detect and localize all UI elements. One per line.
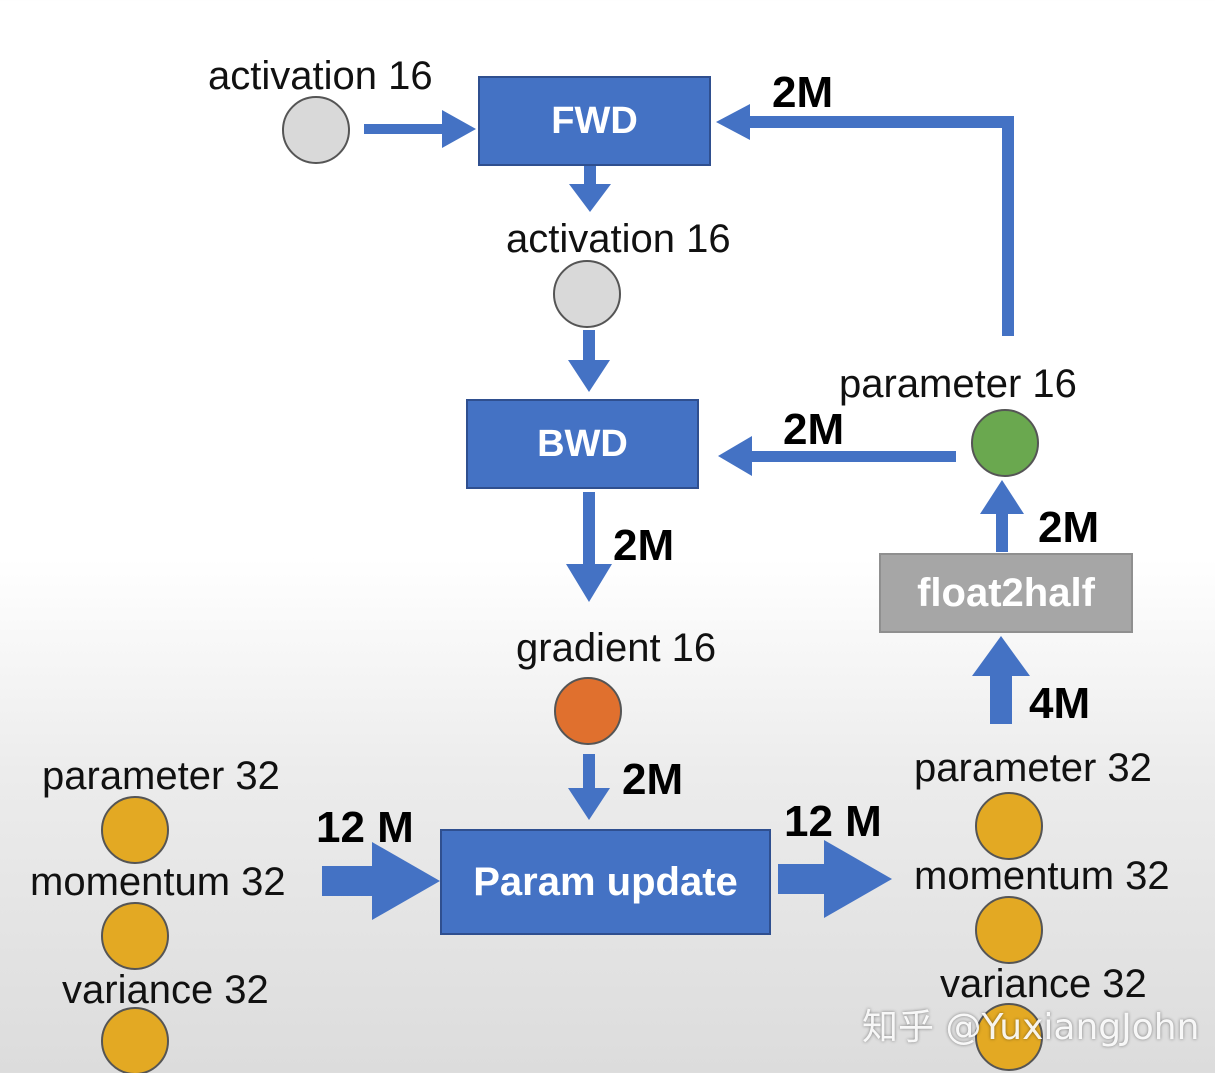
watermark: 知乎 @YuxiangJohn [862, 1007, 1200, 1048]
arrow-activation-to-bwd [568, 330, 610, 392]
size-param-to-fwd: 2M [772, 68, 834, 117]
arrow-activation-to-fwd [364, 110, 476, 148]
size-param32-to-float2half: 4M [1029, 679, 1091, 728]
activation-output-label: activation 16 [506, 217, 731, 261]
fwd-label: FWD [551, 99, 638, 142]
activation-input-label: activation 16 [208, 54, 433, 98]
arrow-bwd-to-gradient [566, 492, 612, 602]
activation-input-circle [282, 96, 350, 164]
right-variance32-circle [975, 1003, 1043, 1071]
arrow-param16-to-fwd [716, 104, 1014, 336]
fwd-box: FWD [478, 76, 711, 166]
size-update-to-right-states: 12 M [784, 797, 882, 846]
size-float2half-to-param16: 2M [1038, 503, 1100, 552]
parameter16-circle [971, 409, 1039, 477]
size-gradient-to-update: 2M [622, 755, 684, 804]
param-update-label: Param update [473, 859, 738, 904]
arrow-left-states-to-update [322, 842, 440, 920]
size-param-to-bwd: 2M [783, 405, 845, 454]
left-momentum32-circle [101, 902, 169, 970]
left-parameter32-circle [101, 796, 169, 864]
left-variance32-label: variance 32 [62, 968, 269, 1012]
bwd-box: BWD [466, 399, 699, 489]
right-momentum32-label: momentum 32 [914, 854, 1170, 898]
left-momentum32-label: momentum 32 [30, 860, 286, 904]
gradient-circle [554, 677, 622, 745]
right-parameter32-label: parameter 32 [914, 746, 1152, 790]
arrow-param32-to-float2half [972, 636, 1030, 724]
param-update-box: Param update [440, 829, 771, 935]
size-bwd-to-gradient: 2M [613, 521, 675, 570]
right-parameter32-circle [975, 792, 1043, 860]
activation-output-circle [553, 260, 621, 328]
arrow-update-to-right-states [778, 840, 892, 918]
arrow-fwd-to-activation [569, 166, 611, 212]
right-variance32-label: variance 32 [940, 962, 1147, 1006]
parameter16-label: parameter 16 [839, 362, 1077, 406]
size-left-states-to-update: 12 M [316, 803, 414, 852]
arrow-param16-to-bwd [718, 436, 956, 476]
right-momentum32-circle [975, 896, 1043, 964]
float2half-label: float2half [917, 570, 1095, 615]
float2half-box: float2half [879, 553, 1133, 633]
left-variance32-circle [101, 1007, 169, 1073]
bwd-label: BWD [537, 422, 628, 465]
arrow-gradient-to-update [568, 754, 610, 820]
arrow-float2half-to-param16 [980, 480, 1024, 552]
gradient-label: gradient 16 [516, 626, 717, 670]
left-parameter32-label: parameter 32 [42, 754, 280, 798]
